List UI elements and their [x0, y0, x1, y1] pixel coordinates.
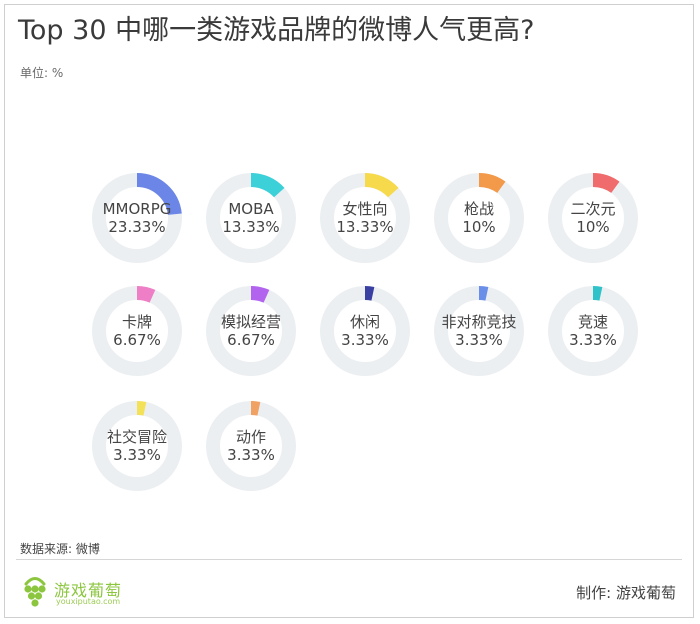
category-label: 动作	[235, 428, 266, 446]
donut-cell: 非对称竞技 3.33%	[429, 281, 529, 381]
category-label: 非对称竞技	[441, 313, 517, 331]
donut-svg	[434, 286, 524, 376]
value-label: 3.33%	[455, 331, 503, 349]
donut-svg	[434, 173, 524, 263]
category-label: 竞速	[577, 313, 608, 331]
donut-segment	[320, 286, 410, 376]
donut-label: 模拟经营 6.67%	[201, 281, 301, 381]
donut-cell: 卡牌 6.67%	[87, 281, 187, 381]
donut-cell: 竞速 3.33%	[543, 281, 643, 381]
category-label: 枪战	[463, 200, 494, 218]
category-label: MMORPG	[102, 200, 172, 218]
donut-cell: 休闲 3.33%	[315, 281, 415, 381]
footer-divider	[16, 559, 682, 560]
value-label: 10%	[462, 218, 496, 236]
value-label: 6.67%	[227, 331, 275, 349]
donut-svg	[548, 286, 638, 376]
donut-cell: MOBA 13.33%	[201, 168, 301, 268]
donut-segment	[548, 286, 638, 376]
donut-segment	[92, 286, 182, 376]
donut-label: 二次元 10%	[543, 168, 643, 268]
grape-icon	[24, 577, 46, 607]
donut-segment	[206, 286, 296, 376]
value-label: 13.33%	[336, 218, 394, 236]
donut-svg	[92, 173, 182, 263]
category-label: 女性向	[342, 200, 388, 218]
donut-label: 休闲 3.33%	[315, 281, 415, 381]
value-label: 3.33%	[227, 446, 275, 464]
value-label: 13.33%	[222, 218, 280, 236]
category-label: 社交冒险	[106, 428, 167, 446]
category-label: MOBA	[228, 200, 274, 218]
donut-svg	[206, 173, 296, 263]
donut-label: 枪战 10%	[429, 168, 529, 268]
chart-frame	[4, 4, 694, 618]
donut-segment	[206, 173, 296, 263]
donut-segment	[92, 401, 182, 491]
donut-label: MOBA 13.33%	[201, 168, 301, 268]
value-label: 3.33%	[113, 446, 161, 464]
donut-cell: 女性向 13.33%	[315, 168, 415, 268]
donut-label: 竞速 3.33%	[543, 281, 643, 381]
donut-svg	[548, 173, 638, 263]
data-source: 数据来源: 微博	[20, 542, 100, 556]
donut-segment	[548, 173, 638, 263]
donut-svg	[206, 286, 296, 376]
donut-svg	[92, 286, 182, 376]
donut-segment	[320, 173, 410, 263]
donut-cell: MMORPG 23.33%	[87, 168, 187, 268]
unit-label: 单位: %	[20, 66, 64, 80]
donut-svg	[206, 401, 296, 491]
donut-svg	[92, 401, 182, 491]
category-label: 卡牌	[121, 313, 152, 331]
donut-cell: 社交冒险 3.33%	[87, 396, 187, 496]
donut-segment	[434, 173, 524, 263]
brand-name: 游戏葡萄	[54, 581, 123, 600]
donut-label: 卡牌 6.67%	[87, 281, 187, 381]
category-label: 模拟经营	[220, 313, 281, 331]
credit-label: 制作: 游戏葡萄	[576, 584, 676, 602]
donut-svg	[320, 286, 410, 376]
donut-label: 女性向 13.33%	[315, 168, 415, 268]
donut-label: 非对称竞技 3.33%	[429, 281, 529, 381]
category-label: 二次元	[570, 200, 616, 218]
donut-label: 社交冒险 3.33%	[87, 396, 187, 496]
chart-title: Top 30 中哪一类游戏品牌的微博人气更高?	[18, 15, 535, 46]
donut-cell: 动作 3.33%	[201, 396, 301, 496]
donut-label: MMORPG 23.33%	[87, 168, 187, 268]
donut-segment	[206, 401, 296, 491]
category-label: 休闲	[349, 313, 380, 331]
donut-cell: 枪战 10%	[429, 168, 529, 268]
donut-cell: 模拟经营 6.67%	[201, 281, 301, 381]
brand-domain: youxiputao.com	[56, 597, 121, 606]
donut-segment	[92, 173, 182, 263]
value-label: 23.33%	[108, 218, 166, 236]
brand-logo: 游戏葡萄 youxiputao.com	[20, 575, 160, 611]
value-label: 3.33%	[341, 331, 389, 349]
donut-svg	[320, 173, 410, 263]
value-label: 6.67%	[113, 331, 161, 349]
donut-label: 动作 3.33%	[201, 396, 301, 496]
value-label: 3.33%	[569, 331, 617, 349]
value-label: 10%	[576, 218, 610, 236]
donut-segment	[434, 286, 524, 376]
donut-cell: 二次元 10%	[543, 168, 643, 268]
